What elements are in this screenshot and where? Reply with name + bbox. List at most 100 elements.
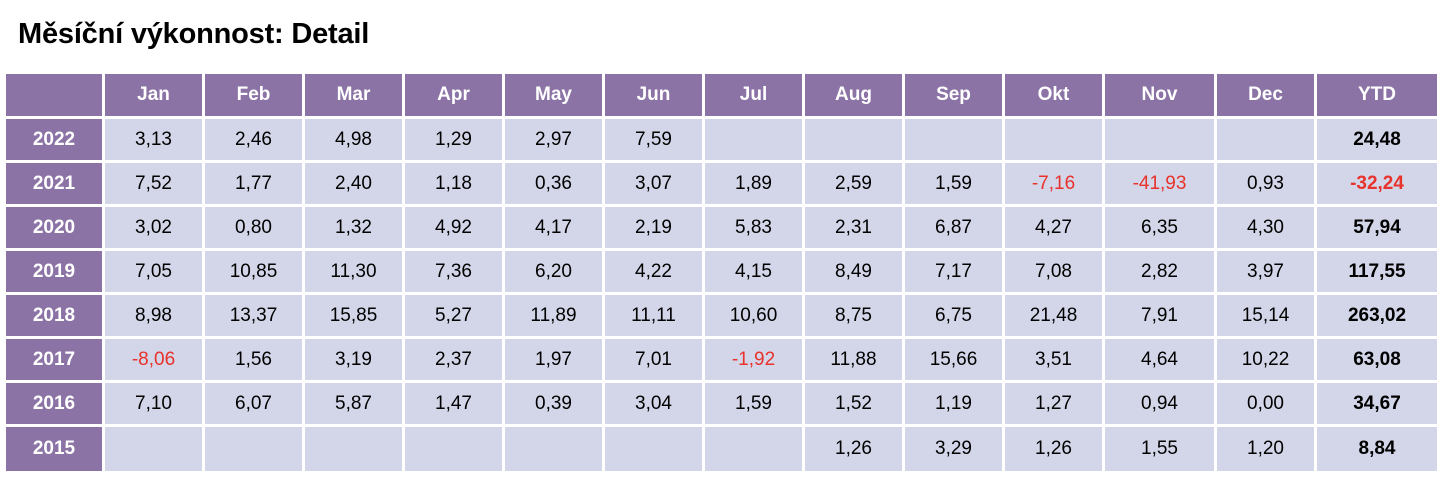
table-row: 2018 8,98 13,37 15,85 5,27 11,89 11,11 10,60 8,7… bbox=[6, 295, 1437, 336]
month-value-cell: 15,14 bbox=[1217, 295, 1314, 336]
row-year-label: 2018 bbox=[6, 295, 102, 336]
month-value-cell: 6,75 bbox=[905, 295, 1002, 336]
month-value-cell: -8,06 bbox=[105, 339, 202, 380]
month-value-cell: 11,88 bbox=[805, 339, 902, 380]
month-value-cell: 7,52 bbox=[105, 163, 202, 204]
month-value-cell: 0,94 bbox=[1105, 383, 1214, 424]
month-value-cell bbox=[405, 427, 502, 471]
month-value-cell: 6,87 bbox=[905, 207, 1002, 248]
month-value-cell: 1,26 bbox=[1005, 427, 1102, 471]
column-header-ytd: YTD bbox=[1317, 74, 1437, 116]
month-value-cell: 0,36 bbox=[505, 163, 602, 204]
month-value-cell: 10,22 bbox=[1217, 339, 1314, 380]
row-year-label: 2020 bbox=[6, 207, 102, 248]
row-year-label: 2016 bbox=[6, 383, 102, 424]
month-value-cell: 2,59 bbox=[805, 163, 902, 204]
month-value-cell: 5,83 bbox=[705, 207, 802, 248]
month-value-cell: 3,02 bbox=[105, 207, 202, 248]
month-value-cell: 1,56 bbox=[205, 339, 302, 380]
month-value-cell: 3,29 bbox=[905, 427, 1002, 471]
header-corner bbox=[6, 74, 102, 116]
column-header-jan: Jan bbox=[105, 74, 202, 116]
month-value-cell: 3,13 bbox=[105, 119, 202, 160]
month-value-cell bbox=[805, 119, 902, 160]
month-value-cell: 2,97 bbox=[505, 119, 602, 160]
month-value-cell: 3,97 bbox=[1217, 251, 1314, 292]
month-value-cell: 8,75 bbox=[805, 295, 902, 336]
month-value-cell: 21,48 bbox=[1005, 295, 1102, 336]
month-value-cell: 1,89 bbox=[705, 163, 802, 204]
month-value-cell: 1,97 bbox=[505, 339, 602, 380]
month-value-cell: 1,47 bbox=[405, 383, 502, 424]
month-value-cell: 5,27 bbox=[405, 295, 502, 336]
ytd-value-cell: 34,67 bbox=[1317, 383, 1437, 424]
month-value-cell: 3,07 bbox=[605, 163, 702, 204]
month-value-cell: 1,19 bbox=[905, 383, 1002, 424]
ytd-value-cell: 63,08 bbox=[1317, 339, 1437, 380]
month-value-cell: 1,52 bbox=[805, 383, 902, 424]
month-value-cell: 7,10 bbox=[105, 383, 202, 424]
ytd-value-cell: 57,94 bbox=[1317, 207, 1437, 248]
month-value-cell: 6,20 bbox=[505, 251, 602, 292]
month-value-cell: 4,92 bbox=[405, 207, 502, 248]
month-value-cell: 8,49 bbox=[805, 251, 902, 292]
month-value-cell: 0,39 bbox=[505, 383, 602, 424]
monthly-performance-table: Jan Feb Mar Apr May Jun Jul Aug Sep Okt Nov Dec YTD … bbox=[3, 71, 1440, 474]
month-value-cell: -1,92 bbox=[705, 339, 802, 380]
column-header-dec: Dec bbox=[1217, 74, 1314, 116]
month-value-cell bbox=[1005, 119, 1102, 160]
month-value-cell: 2,37 bbox=[405, 339, 502, 380]
row-year-label: 2021 bbox=[6, 163, 102, 204]
row-year-label: 2022 bbox=[6, 119, 102, 160]
row-year-label: 2019 bbox=[6, 251, 102, 292]
month-value-cell: 11,11 bbox=[605, 295, 702, 336]
month-value-cell: 4,22 bbox=[605, 251, 702, 292]
table-row: 2020 3,02 0,80 1,32 4,92 4,17 2,19 5,83 2,31 6,87… bbox=[6, 207, 1437, 248]
ytd-value-cell: 8,84 bbox=[1317, 427, 1437, 471]
month-value-cell: 6,35 bbox=[1105, 207, 1214, 248]
month-value-cell: 0,80 bbox=[205, 207, 302, 248]
month-value-cell: 4,64 bbox=[1105, 339, 1214, 380]
column-header-aug: Aug bbox=[805, 74, 902, 116]
month-value-cell: 10,85 bbox=[205, 251, 302, 292]
month-value-cell bbox=[605, 427, 702, 471]
month-value-cell bbox=[1105, 119, 1214, 160]
column-header-mar: Mar bbox=[305, 74, 402, 116]
month-value-cell: 7,17 bbox=[905, 251, 1002, 292]
month-value-cell: 1,26 bbox=[805, 427, 902, 471]
month-value-cell: 7,05 bbox=[105, 251, 202, 292]
month-value-cell: 1,59 bbox=[905, 163, 1002, 204]
month-value-cell: 7,59 bbox=[605, 119, 702, 160]
month-value-cell bbox=[705, 119, 802, 160]
ytd-value-cell: -32,24 bbox=[1317, 163, 1437, 204]
month-value-cell bbox=[305, 427, 402, 471]
month-value-cell bbox=[205, 427, 302, 471]
month-value-cell: 8,98 bbox=[105, 295, 202, 336]
month-value-cell bbox=[905, 119, 1002, 160]
month-value-cell bbox=[105, 427, 202, 471]
month-value-cell: 1,77 bbox=[205, 163, 302, 204]
column-header-sep: Sep bbox=[905, 74, 1002, 116]
table-row: 2021 7,52 1,77 2,40 1,18 0,36 3,07 1,89 2,59 1,59… bbox=[6, 163, 1437, 204]
month-value-cell: 6,07 bbox=[205, 383, 302, 424]
column-header-jul: Jul bbox=[705, 74, 802, 116]
month-value-cell: 2,19 bbox=[605, 207, 702, 248]
month-value-cell: 2,46 bbox=[205, 119, 302, 160]
month-value-cell: 4,27 bbox=[1005, 207, 1102, 248]
month-value-cell: 1,29 bbox=[405, 119, 502, 160]
ytd-value-cell: 263,02 bbox=[1317, 295, 1437, 336]
month-value-cell: 15,66 bbox=[905, 339, 1002, 380]
month-value-cell: 7,91 bbox=[1105, 295, 1214, 336]
table-header: Jan Feb Mar Apr May Jun Jul Aug Sep Okt Nov Dec YTD bbox=[6, 74, 1437, 116]
month-value-cell: 15,85 bbox=[305, 295, 402, 336]
month-value-cell: 7,08 bbox=[1005, 251, 1102, 292]
row-year-label: 2017 bbox=[6, 339, 102, 380]
table-row: 2016 7,10 6,07 5,87 1,47 0,39 3,04 1,59 1,52 1,19… bbox=[6, 383, 1437, 424]
header-row: Jan Feb Mar Apr May Jun Jul Aug Sep Okt Nov Dec YTD bbox=[6, 74, 1437, 116]
month-value-cell: 1,32 bbox=[305, 207, 402, 248]
month-value-cell: 2,40 bbox=[305, 163, 402, 204]
month-value-cell: 2,31 bbox=[805, 207, 902, 248]
table-row: 2017 -8,06 1,56 3,19 2,37 1,97 7,01 -1,92 11,88 1… bbox=[6, 339, 1437, 380]
table-body: 2022 3,13 2,46 4,98 1,29 2,97 7,59 24,48 2021 7,5… bbox=[6, 119, 1437, 471]
month-value-cell: 1,18 bbox=[405, 163, 502, 204]
